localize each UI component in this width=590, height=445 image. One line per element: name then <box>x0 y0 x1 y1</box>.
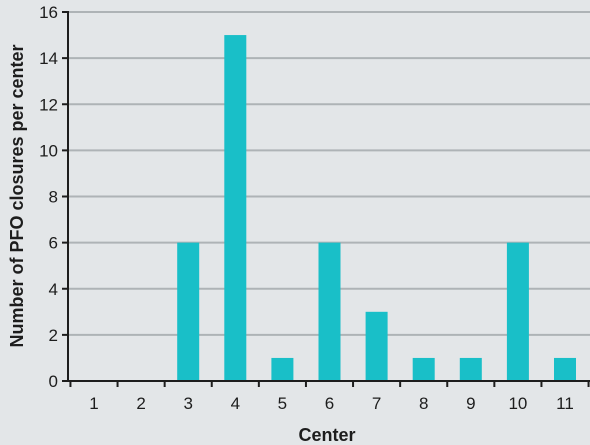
x-tick-label: 10 <box>508 394 527 413</box>
bar-center-5 <box>271 357 294 381</box>
bar-center-7 <box>365 311 388 381</box>
bar-center-4 <box>224 35 247 381</box>
y-tick-label: 12 <box>39 95 58 114</box>
y-tick-label: 8 <box>49 188 58 207</box>
x-axis-title: Center <box>298 425 355 445</box>
x-tick-label: 3 <box>183 394 192 413</box>
bar-center-8 <box>412 357 435 381</box>
y-tick-label: 4 <box>49 280 58 299</box>
y-ticks: 0 2 4 6 8 10 12 14 16 <box>39 3 68 391</box>
bars <box>177 35 576 381</box>
bar-center-10 <box>506 242 529 381</box>
x-tick-label: 6 <box>325 394 334 413</box>
x-ticks: 1 2 3 4 5 6 7 8 9 10 11 <box>69 381 590 413</box>
x-tick-label: 11 <box>556 394 574 413</box>
y-tick-label: 0 <box>49 372 58 391</box>
x-tick-label: 4 <box>231 394 240 413</box>
y-tick-label: 14 <box>39 49 58 68</box>
x-tick-label: 2 <box>136 394 145 413</box>
bar-center-6 <box>318 242 341 381</box>
y-axis-title: Number of PFO closures per center <box>7 44 27 347</box>
x-tick-label: 5 <box>278 394 287 413</box>
bar-center-3 <box>177 242 200 381</box>
y-tick-label: 10 <box>39 141 58 160</box>
y-tick-label: 6 <box>49 234 58 253</box>
x-tick-label: 7 <box>372 394 381 413</box>
bar-center-11 <box>554 357 576 381</box>
x-tick-label: 9 <box>466 394 475 413</box>
y-tick-label: 2 <box>49 326 58 345</box>
bar-center-9 <box>459 357 482 381</box>
y-tick-label: 16 <box>39 3 58 22</box>
x-tick-label: 8 <box>419 394 428 413</box>
x-tick-label: 1 <box>89 394 98 413</box>
